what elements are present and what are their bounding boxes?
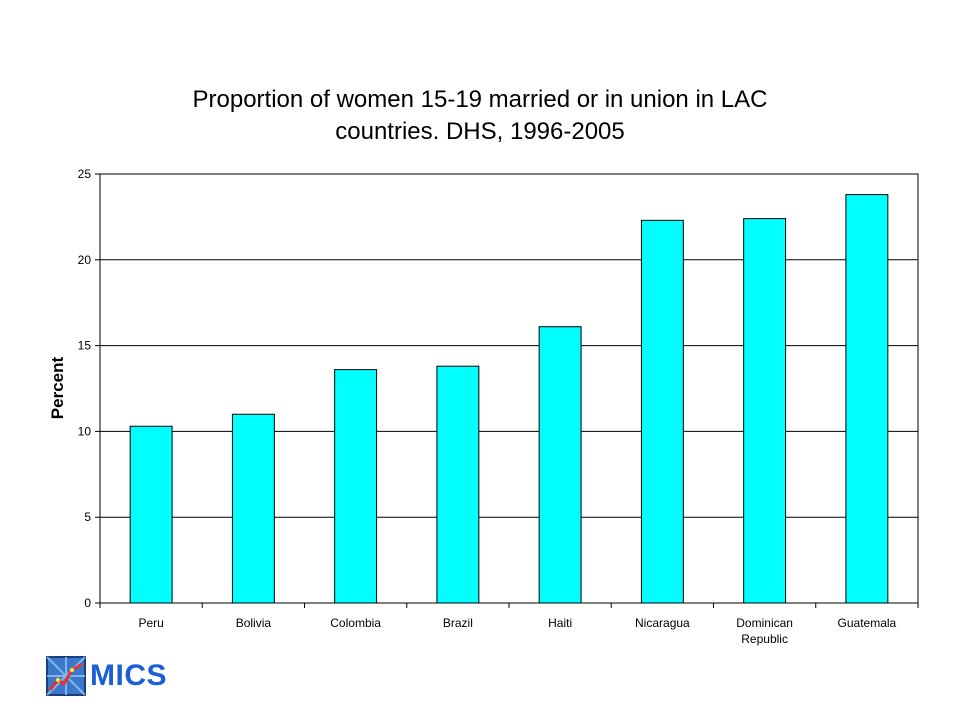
bar xyxy=(640,219,684,604)
y-tick-label: 15 xyxy=(78,339,92,353)
x-tick-label: Guatemala xyxy=(838,616,897,630)
chart-title: Proportion of women 15-19 married or in … xyxy=(100,84,860,148)
bar xyxy=(436,365,480,604)
x-tick-label: Haiti xyxy=(548,616,572,630)
x-tick-label: Bolivia xyxy=(236,616,272,630)
bar xyxy=(743,218,787,604)
y-tick-label: 5 xyxy=(84,510,91,524)
x-tick-label: Colombia xyxy=(330,616,381,630)
y-tick-label: 10 xyxy=(78,424,92,438)
bar xyxy=(334,369,378,604)
y-tick-label: 20 xyxy=(78,253,92,267)
bar xyxy=(231,413,275,604)
mics-logo: MICS xyxy=(46,656,186,700)
x-tick-label: Brazil xyxy=(443,616,473,630)
x-tick-label: Republic xyxy=(741,632,788,646)
x-tick-label: Dominican xyxy=(736,616,793,630)
mics-chart-logo-icon xyxy=(46,656,86,696)
chart-title-line-1: Proportion of women 15-19 married or in … xyxy=(192,86,768,113)
bar xyxy=(129,425,173,604)
y-tick-label: 25 xyxy=(78,167,92,181)
x-tick-label: Nicaragua xyxy=(635,616,690,630)
y-tick-label: 0 xyxy=(84,596,91,610)
plot-area xyxy=(99,173,919,604)
bar xyxy=(845,194,889,604)
logo-text: MICS xyxy=(90,659,167,692)
chart-title-line-2: countries. DHS, 1996-2005 xyxy=(335,118,625,145)
x-tick-label: Peru xyxy=(138,616,163,630)
bar xyxy=(538,326,582,604)
